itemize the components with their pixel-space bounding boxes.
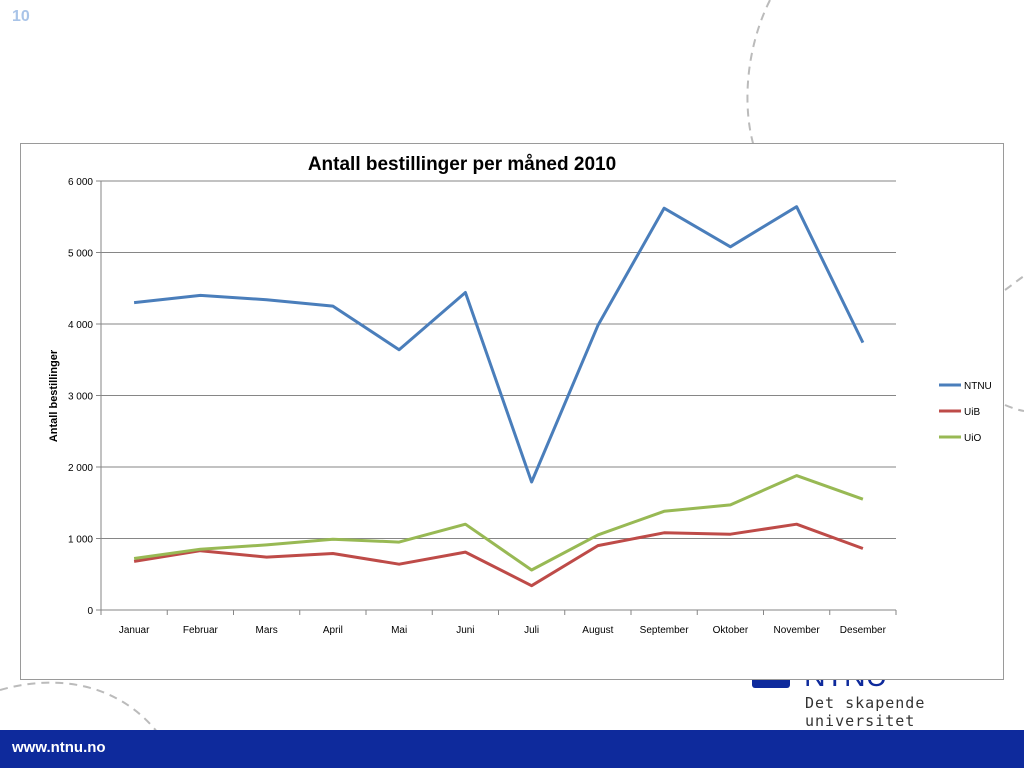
y-tick-label: 0 [87,606,93,617]
chart-container: Antall bestillinger per måned 2010 Antal… [20,143,1004,680]
series-line-uio [133,474,864,572]
series-lines [133,205,865,588]
axes: 0 1 000 2 000 3 000 4 000 5 000 6 000 Januar Feb… [68,177,897,636]
x-tick-label: August [582,625,613,636]
y-tick-label: 1 000 [68,535,93,546]
x-tick-label: Oktober [713,625,749,636]
x-tick-label: April [323,625,343,636]
legend-label: UiB [964,407,980,418]
y-tick-label: 2 000 [68,463,93,474]
y-tick-label: 5 000 [68,249,93,260]
y-tick-label: 6 000 [68,177,93,188]
x-tick-label: Juli [524,625,539,636]
logo-tagline: Det skapende universitet [805,694,926,730]
chart-title: Antall bestillinger per måned 2010 [308,154,616,175]
x-tick-label: September [640,625,690,636]
x-tick-label: Juni [456,625,474,636]
series-line-uib [133,522,864,588]
footer-url-link[interactable]: www.ntnu.no [12,739,106,756]
x-tick-label: Desember [840,625,887,636]
x-tick-label: November [774,625,821,636]
footer-bar: www.ntnu.no [0,730,1024,768]
legend-label: NTNU [964,381,992,392]
x-tick-label: Februar [183,625,219,636]
x-tick-label: Mars [256,625,278,636]
line-chart: Antall bestillinger per måned 2010 Antal… [48,154,992,636]
x-tick-label: Januar [119,625,150,636]
x-tick-label: Mai [391,625,407,636]
y-tick-label: 3 000 [68,392,93,403]
y-tick-label: 4 000 [68,320,93,331]
slide-number: 10 [12,8,30,25]
y-axis-label: Antall bestillinger [48,349,60,442]
grid-lines [101,180,896,539]
series-line-ntnu [133,205,865,484]
legend: NTNU UiB UiO [939,381,992,444]
legend-label: UiO [964,433,981,444]
